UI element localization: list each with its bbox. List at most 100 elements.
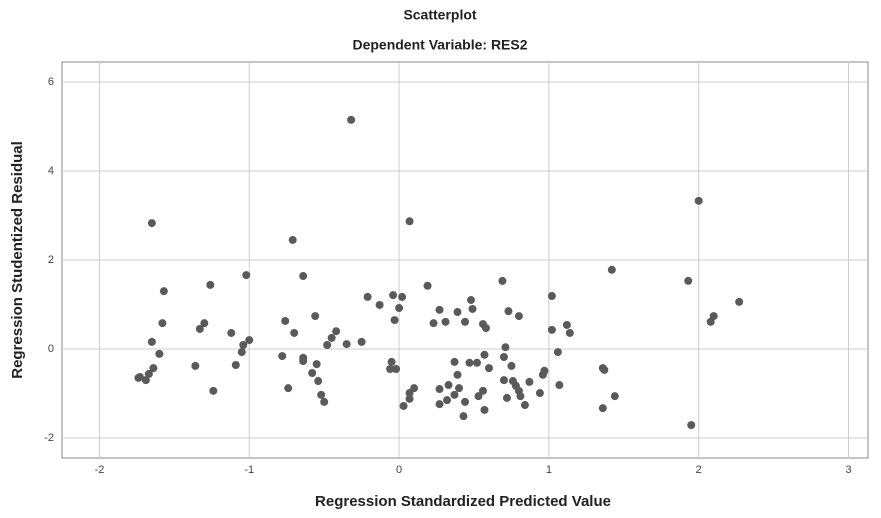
point [507, 361, 516, 370]
point [600, 365, 609, 374]
point [209, 386, 218, 395]
point [299, 357, 308, 366]
chart-title: Scatterplot [403, 7, 476, 23]
point [147, 219, 156, 228]
point [144, 369, 153, 378]
point [441, 317, 450, 326]
point [547, 292, 556, 301]
point [159, 287, 168, 296]
point [134, 373, 143, 382]
point [504, 307, 513, 316]
y-tick-label: -2 [44, 432, 54, 444]
point [405, 394, 414, 403]
point [461, 317, 469, 326]
point [466, 296, 475, 305]
point [405, 217, 414, 226]
point [687, 421, 696, 430]
point [480, 350, 489, 359]
point [195, 324, 204, 333]
point [390, 316, 399, 325]
x-tick-label: 0 [396, 464, 402, 476]
point [311, 312, 320, 321]
point [158, 319, 167, 328]
point [308, 369, 317, 378]
point [735, 297, 744, 306]
point [149, 364, 158, 373]
point [386, 365, 395, 374]
point [547, 325, 556, 334]
point [555, 381, 564, 390]
point [435, 385, 444, 394]
point [553, 348, 562, 357]
point [540, 366, 549, 375]
point [498, 276, 507, 285]
x-tick-label: -1 [244, 464, 254, 476]
point [398, 292, 407, 301]
point [514, 312, 523, 321]
point [317, 390, 326, 399]
point [706, 317, 715, 326]
point [429, 319, 438, 328]
point [501, 343, 510, 352]
point [481, 324, 490, 333]
point [516, 392, 525, 401]
point [242, 271, 251, 280]
point [395, 304, 404, 313]
point [342, 340, 351, 349]
point [399, 401, 408, 410]
point [455, 384, 464, 393]
y-tick-label: 2 [48, 254, 54, 266]
x-axis-label: Regression Standardized Predicted Value [315, 493, 611, 510]
point [288, 235, 297, 244]
point [480, 405, 489, 414]
point [499, 352, 508, 361]
point [423, 281, 432, 290]
point [484, 364, 493, 373]
point [281, 316, 290, 325]
point [598, 404, 607, 413]
point [459, 412, 468, 421]
point [392, 365, 401, 374]
point [502, 393, 511, 402]
x-tick-label: 3 [845, 464, 851, 476]
point [389, 291, 398, 300]
point [347, 115, 356, 124]
point [327, 333, 336, 342]
point [191, 361, 200, 370]
point [520, 401, 529, 410]
point [278, 352, 287, 361]
point [453, 308, 462, 317]
point [147, 337, 156, 346]
point [435, 400, 444, 409]
point [237, 348, 246, 357]
point [610, 392, 619, 401]
point [472, 358, 481, 367]
point [607, 265, 616, 274]
point [562, 320, 571, 329]
point [312, 360, 321, 369]
point [206, 280, 215, 289]
point [357, 337, 366, 346]
point [323, 340, 332, 349]
point [461, 397, 469, 406]
point [525, 377, 534, 386]
point [290, 328, 299, 337]
point [387, 357, 396, 366]
y-tick-label: 0 [48, 343, 54, 355]
point [363, 292, 372, 301]
point [284, 384, 293, 393]
x-tick-label: 2 [696, 464, 702, 476]
point [141, 376, 150, 385]
point [245, 336, 254, 345]
point [694, 196, 703, 205]
y-tick-label: 4 [48, 165, 54, 177]
point [332, 327, 341, 336]
y-tick-label: 6 [48, 76, 54, 88]
point [468, 304, 477, 313]
point [565, 328, 574, 337]
point [478, 386, 487, 395]
point [444, 381, 453, 390]
point [453, 370, 462, 379]
point [443, 396, 452, 405]
